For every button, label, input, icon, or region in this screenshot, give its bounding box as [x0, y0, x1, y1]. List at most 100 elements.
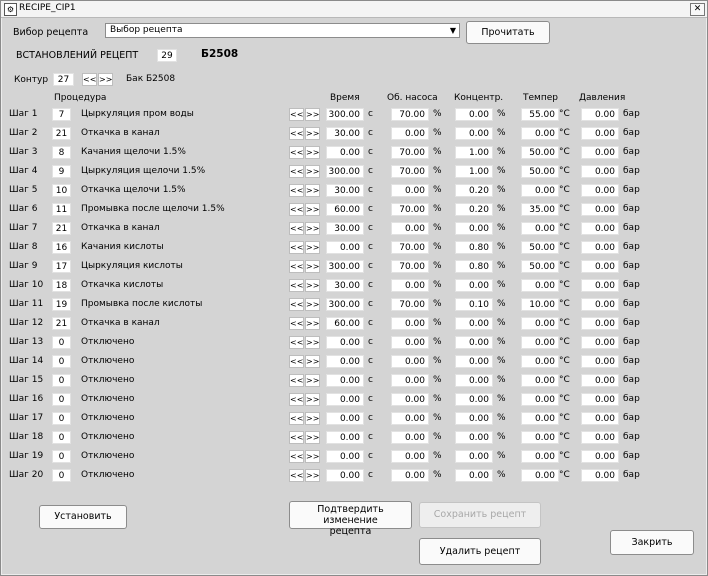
- step-time[interactable]: 0.00: [326, 431, 364, 444]
- step-prev-button[interactable]: <<: [289, 184, 304, 197]
- step-temperature[interactable]: 35.00: [521, 203, 559, 216]
- step-temperature[interactable]: 0.00: [521, 317, 559, 330]
- close-button[interactable]: Закрить: [610, 530, 694, 555]
- step-time[interactable]: 300.00: [326, 298, 364, 311]
- step-time[interactable]: 0.00: [326, 355, 364, 368]
- confirm-change-button[interactable]: Подтвердить изменение рецепта: [289, 501, 412, 537]
- step-time[interactable]: 0.00: [326, 241, 364, 254]
- step-pump-rate[interactable]: 0.00: [391, 127, 429, 140]
- step-pump-rate[interactable]: 0.00: [391, 412, 429, 425]
- step-pressure[interactable]: 0.00: [581, 184, 619, 197]
- step-pressure[interactable]: 0.00: [581, 317, 619, 330]
- step-temperature[interactable]: 0.00: [521, 469, 559, 482]
- step-temperature[interactable]: 0.00: [521, 450, 559, 463]
- step-prev-button[interactable]: <<: [289, 260, 304, 273]
- step-next-button[interactable]: >>: [305, 260, 320, 273]
- step-pressure[interactable]: 0.00: [581, 146, 619, 159]
- step-next-button[interactable]: >>: [305, 108, 320, 121]
- step-concentration[interactable]: 1.00: [455, 165, 493, 178]
- step-time[interactable]: 30.00: [326, 279, 364, 292]
- step-temperature[interactable]: 0.00: [521, 431, 559, 444]
- step-temperature[interactable]: 50.00: [521, 260, 559, 273]
- save-recipe-button[interactable]: Сохранить рецепт: [419, 502, 541, 528]
- step-prev-button[interactable]: <<: [289, 412, 304, 425]
- step-next-button[interactable]: >>: [305, 450, 320, 463]
- step-next-button[interactable]: >>: [305, 412, 320, 425]
- step-next-button[interactable]: >>: [305, 469, 320, 482]
- step-pump-rate[interactable]: 70.00: [391, 203, 429, 216]
- step-pressure[interactable]: 0.00: [581, 108, 619, 121]
- step-pressure[interactable]: 0.00: [581, 450, 619, 463]
- step-temperature[interactable]: 50.00: [521, 165, 559, 178]
- step-pump-rate[interactable]: 0.00: [391, 355, 429, 368]
- recipe-select[interactable]: Выбор рецепта ▼: [105, 23, 460, 38]
- step-pump-rate[interactable]: 70.00: [391, 165, 429, 178]
- step-pressure[interactable]: 0.00: [581, 469, 619, 482]
- step-concentration[interactable]: 0.00: [455, 355, 493, 368]
- contour-prev-button[interactable]: <<: [82, 73, 97, 86]
- install-button[interactable]: Установить: [39, 505, 127, 529]
- step-concentration[interactable]: 0.00: [455, 393, 493, 406]
- step-temperature[interactable]: 0.00: [521, 393, 559, 406]
- step-prev-button[interactable]: <<: [289, 203, 304, 216]
- step-pump-rate[interactable]: 0.00: [391, 336, 429, 349]
- contour-next-button[interactable]: >>: [98, 73, 113, 86]
- step-time[interactable]: 60.00: [326, 203, 364, 216]
- step-temperature[interactable]: 10.00: [521, 298, 559, 311]
- step-time[interactable]: 30.00: [326, 222, 364, 235]
- step-time[interactable]: 300.00: [326, 260, 364, 273]
- step-concentration[interactable]: 0.00: [455, 431, 493, 444]
- step-concentration[interactable]: 0.80: [455, 260, 493, 273]
- step-next-button[interactable]: >>: [305, 146, 320, 159]
- step-time[interactable]: 0.00: [326, 336, 364, 349]
- step-prev-button[interactable]: <<: [289, 108, 304, 121]
- step-pump-rate[interactable]: 0.00: [391, 184, 429, 197]
- step-next-button[interactable]: >>: [305, 431, 320, 444]
- step-pressure[interactable]: 0.00: [581, 355, 619, 368]
- step-time[interactable]: 60.00: [326, 317, 364, 330]
- step-prev-button[interactable]: <<: [289, 127, 304, 140]
- step-pressure[interactable]: 0.00: [581, 431, 619, 444]
- step-pressure[interactable]: 0.00: [581, 260, 619, 273]
- step-next-button[interactable]: >>: [305, 241, 320, 254]
- delete-recipe-button[interactable]: Удалить рецепт: [419, 538, 541, 565]
- step-concentration[interactable]: 0.00: [455, 108, 493, 121]
- step-pump-rate[interactable]: 70.00: [391, 146, 429, 159]
- step-pump-rate[interactable]: 0.00: [391, 469, 429, 482]
- step-prev-button[interactable]: <<: [289, 469, 304, 482]
- step-concentration[interactable]: 0.00: [455, 469, 493, 482]
- step-concentration[interactable]: 0.00: [455, 222, 493, 235]
- step-concentration[interactable]: 0.80: [455, 241, 493, 254]
- step-temperature[interactable]: 0.00: [521, 279, 559, 292]
- step-pressure[interactable]: 0.00: [581, 336, 619, 349]
- step-concentration[interactable]: 0.20: [455, 184, 493, 197]
- step-prev-button[interactable]: <<: [289, 146, 304, 159]
- step-time[interactable]: 0.00: [326, 393, 364, 406]
- step-concentration[interactable]: 1.00: [455, 146, 493, 159]
- step-pressure[interactable]: 0.00: [581, 203, 619, 216]
- step-pressure[interactable]: 0.00: [581, 241, 619, 254]
- step-pump-rate[interactable]: 70.00: [391, 108, 429, 121]
- step-concentration[interactable]: 0.00: [455, 127, 493, 140]
- step-pressure[interactable]: 0.00: [581, 412, 619, 425]
- step-concentration[interactable]: 0.00: [455, 336, 493, 349]
- step-time[interactable]: 300.00: [326, 108, 364, 121]
- step-time[interactable]: 0.00: [326, 374, 364, 387]
- step-temperature[interactable]: 55.00: [521, 108, 559, 121]
- step-pump-rate[interactable]: 0.00: [391, 279, 429, 292]
- step-temperature[interactable]: 0.00: [521, 127, 559, 140]
- step-next-button[interactable]: >>: [305, 127, 320, 140]
- step-temperature[interactable]: 50.00: [521, 241, 559, 254]
- step-next-button[interactable]: >>: [305, 165, 320, 178]
- step-pump-rate[interactable]: 0.00: [391, 431, 429, 444]
- read-button[interactable]: Прочитать: [466, 21, 550, 44]
- step-concentration[interactable]: 0.00: [455, 450, 493, 463]
- step-prev-button[interactable]: <<: [289, 374, 304, 387]
- step-time[interactable]: 0.00: [326, 450, 364, 463]
- step-temperature[interactable]: 0.00: [521, 184, 559, 197]
- step-prev-button[interactable]: <<: [289, 241, 304, 254]
- step-pump-rate[interactable]: 0.00: [391, 393, 429, 406]
- step-temperature[interactable]: 50.00: [521, 146, 559, 159]
- step-pressure[interactable]: 0.00: [581, 393, 619, 406]
- step-temperature[interactable]: 0.00: [521, 336, 559, 349]
